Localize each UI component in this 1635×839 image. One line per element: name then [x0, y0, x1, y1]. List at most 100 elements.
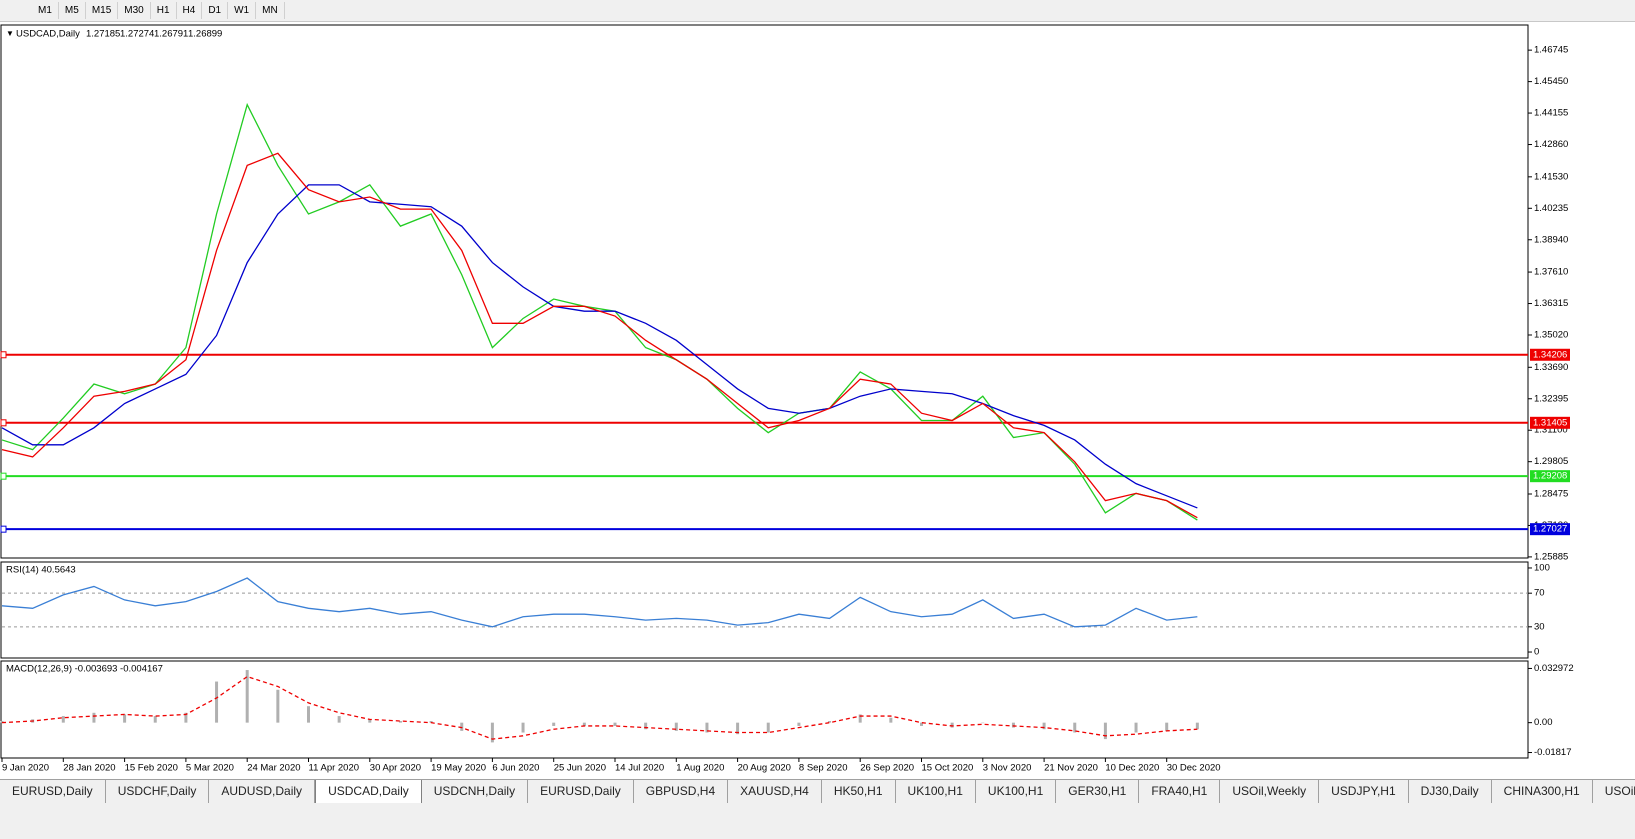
panel-frame — [0, 24, 1529, 559]
chart-tab[interactable]: USDCHF,Daily — [106, 780, 210, 804]
level-handle — [0, 525, 7, 533]
timeframe-button[interactable]: H1 — [151, 2, 177, 19]
chart-tab[interactable]: XAUUSD,H4 — [728, 780, 822, 804]
timeframe-button[interactable]: M15 — [86, 2, 119, 19]
y-tick-label: 1.46745 — [1534, 45, 1568, 56]
level-label-box — [1530, 348, 1570, 361]
x-tick-label: 10 Dec 2020 — [1105, 763, 1159, 774]
x-tick-label: 9 Jan 2020 — [2, 763, 49, 774]
chart-window: ▼ USDCAD,Daily 1.46745 1.45450 1.44155 1.42… — [0, 22, 1635, 779]
histogram-bar — [153, 716, 157, 723]
histogram-bar — [429, 721, 433, 723]
histogram-bar — [674, 722, 678, 731]
y-tick-label: 1.36315 — [1534, 298, 1568, 309]
level-label: 1.27027 — [1533, 524, 1567, 535]
chart-tab[interactable]: USOil,... — [1593, 780, 1635, 804]
chart-tab[interactable]: CHINA300,H1 — [1492, 780, 1593, 804]
chart-background — [0, 22, 1635, 779]
series-line — [1, 102, 1198, 521]
chart-tab[interactable]: EURUSD,Daily — [0, 780, 106, 804]
chart-tab[interactable]: USDJPY,H1 — [1319, 780, 1409, 804]
chart-tab[interactable]: EURUSD,Daily — [528, 780, 634, 804]
histogram-bar — [398, 721, 402, 723]
y-tick-label: 1.25885 — [1534, 551, 1568, 562]
timeframe-toolbar: M1 M5 M15 M30 H1 H4 D1 W1 MN — [0, 0, 1635, 22]
chart-tab[interactable]: UK100,H1 — [896, 780, 976, 804]
timeframe-button[interactable]: M1 — [32, 2, 59, 19]
histogram-bar — [460, 722, 464, 731]
chart-tab[interactable]: DJ30,Daily — [1409, 780, 1492, 804]
histogram-bar — [368, 719, 372, 723]
level-label-box — [1530, 416, 1570, 429]
histogram-bar — [1103, 722, 1107, 740]
histogram-bar — [889, 717, 893, 723]
histogram-bar — [766, 722, 770, 733]
series-line — [1, 577, 1198, 628]
ohlc-value: 1.27185 — [86, 29, 120, 40]
x-tick-label: 8 Sep 2020 — [799, 763, 848, 774]
y-tick-label: 1.29805 — [1534, 456, 1568, 467]
chart-tab[interactable]: GER30,H1 — [1056, 780, 1140, 804]
histogram-bar — [1165, 722, 1169, 731]
y-tick-label: 1.31100 — [1534, 425, 1568, 436]
level-label: 1.31405 — [1533, 417, 1567, 428]
timeframe-button[interactable]: D1 — [202, 2, 229, 19]
histogram-bar — [490, 722, 494, 743]
y-tick-label: 1.45450 — [1534, 76, 1568, 87]
y-tick-label: 0 — [1534, 647, 1539, 658]
ohlc-value: 1.26791 — [154, 29, 188, 40]
x-tick-label: 11 Apr 2020 — [309, 763, 360, 774]
histogram-bar — [981, 722, 985, 724]
y-tick-label: 0.00 — [1534, 717, 1553, 728]
chart-tab[interactable]: USDCNH,Daily — [422, 780, 529, 804]
chart-tab[interactable]: FRA40,H1 — [1139, 780, 1221, 804]
histogram-bar — [858, 714, 862, 723]
y-tick-label: 1.44155 — [1534, 108, 1568, 119]
chart-tab[interactable]: GBPUSD,H4 — [634, 780, 729, 804]
series-line — [1, 152, 1198, 519]
histogram-bar — [828, 721, 832, 723]
level-handle — [0, 419, 7, 427]
chart-tab[interactable]: USDCAD,Daily — [315, 780, 422, 804]
timeframe-button[interactable]: H4 — [177, 2, 203, 19]
histogram-bar — [705, 722, 709, 733]
chart-tab[interactable]: HK50,H1 — [822, 780, 896, 804]
y-tick-label: 1.35020 — [1534, 330, 1568, 341]
collapse-arrow[interactable]: ▼ — [6, 29, 14, 38]
y-tick-label: 1.28475 — [1534, 489, 1568, 500]
timeframe-button[interactable]: M30 — [118, 2, 151, 19]
chart-tab[interactable]: UK100,H1 — [976, 780, 1057, 804]
histogram-bar — [337, 716, 341, 723]
histogram-bar — [215, 681, 219, 723]
x-tick-label: 24 Mar 2020 — [247, 763, 300, 774]
y-tick-label: 70 — [1534, 588, 1545, 599]
x-tick-label: 20 Aug 2020 — [738, 763, 791, 774]
ohlc-value: 1.27274 — [120, 29, 154, 40]
chart-tab[interactable]: AUDUSD,Daily — [209, 780, 316, 804]
y-tick-label: 1.40235 — [1534, 203, 1568, 214]
level-label: 1.34206 — [1533, 349, 1567, 360]
level-handle — [0, 472, 7, 480]
y-tick-label: -0.01817 — [1534, 747, 1572, 758]
y-tick-label: 1.37610 — [1534, 267, 1568, 278]
y-tick-label: 0.032972 — [1534, 663, 1574, 674]
histogram-bar — [552, 722, 556, 726]
histogram-bar — [521, 722, 525, 733]
timeframe-button[interactable]: W1 — [228, 2, 257, 19]
x-tick-label: 30 Apr 2020 — [370, 763, 421, 774]
x-tick-label: 6 Jun 2020 — [492, 763, 539, 774]
x-tick-label: 3 Nov 2020 — [983, 763, 1032, 774]
histogram-bar — [736, 722, 740, 735]
x-tick-label: 14 Jul 2020 — [615, 763, 664, 774]
histogram-bar — [92, 712, 96, 723]
level-handle — [0, 351, 7, 359]
level-label-box — [1530, 470, 1570, 483]
y-tick-label: 1.38940 — [1534, 234, 1568, 245]
histogram-bar — [276, 689, 280, 723]
chart-tab[interactable]: USOil,Weekly — [1220, 780, 1320, 804]
timeframe-button[interactable]: M5 — [59, 2, 86, 19]
timeframe-button[interactable]: MN — [256, 2, 285, 19]
y-tick-label: 100 — [1534, 562, 1550, 573]
level-label-box — [1530, 523, 1570, 536]
histogram-bar — [1042, 722, 1046, 730]
